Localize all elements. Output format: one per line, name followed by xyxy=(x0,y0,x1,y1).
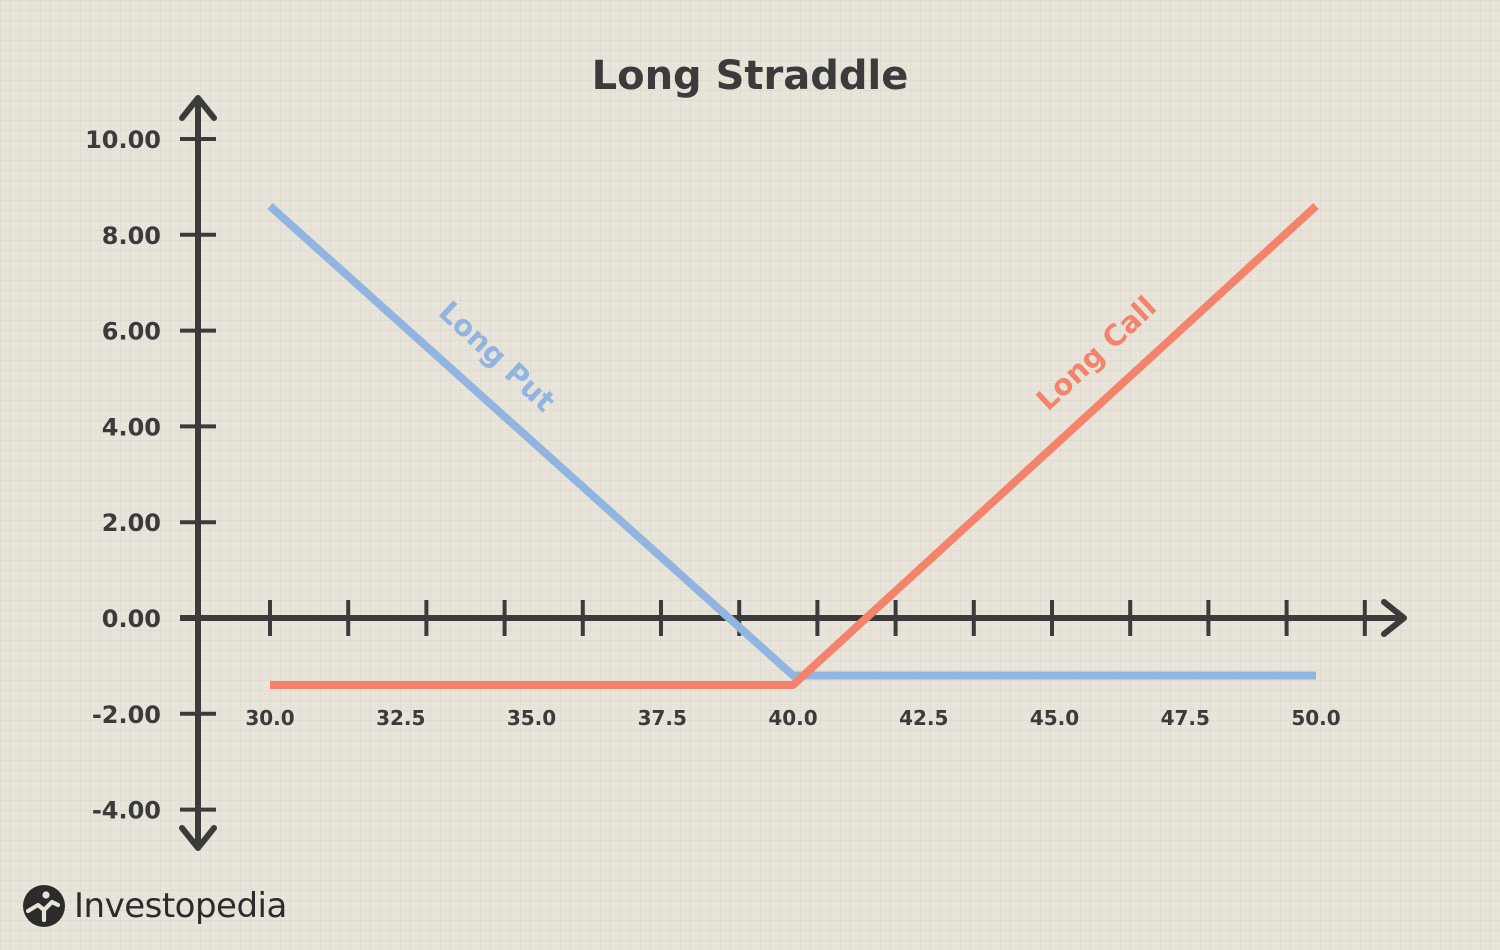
series-label-long-put: Long Put xyxy=(432,294,562,418)
investopedia-logo-icon xyxy=(23,885,65,927)
x-tick-label: 32.5 xyxy=(376,706,425,730)
y-tick-label: 10.00 xyxy=(85,126,161,154)
investopedia-logo: Investopedia xyxy=(22,884,287,928)
y-tick-label: -4.00 xyxy=(92,797,161,825)
series-label-long-call: Long Call xyxy=(1030,290,1163,418)
y-axis-arrow-bottom xyxy=(179,825,217,851)
x-tick-label: 50.0 xyxy=(1291,706,1340,730)
y-tick-label: 2.00 xyxy=(102,509,161,537)
x-tick-label: 30.0 xyxy=(245,706,294,730)
series-line-long-put xyxy=(267,203,1316,680)
x-tick-label: 37.5 xyxy=(638,706,687,730)
x-tick-label: 35.0 xyxy=(507,706,556,730)
y-tick-label: 0.00 xyxy=(102,605,161,633)
series-line-long-call xyxy=(270,203,1319,690)
y-tick-label: -2.00 xyxy=(92,701,161,729)
chart-title: Long Straddle xyxy=(592,53,909,99)
x-tick-label: 45.0 xyxy=(1030,706,1079,730)
y-axis-arrow-top xyxy=(179,95,217,121)
x-tick-label: 47.5 xyxy=(1161,706,1210,730)
y-tick-label: 6.00 xyxy=(102,318,161,346)
x-tick-label: 42.5 xyxy=(899,706,948,730)
x-tick-label: 40.0 xyxy=(768,706,817,730)
y-tick-label: 8.00 xyxy=(102,222,161,250)
x-axis-arrow-right xyxy=(1381,599,1407,637)
investopedia-logo-text: Investopedia xyxy=(74,886,287,926)
y-tick-label: 4.00 xyxy=(102,413,161,441)
